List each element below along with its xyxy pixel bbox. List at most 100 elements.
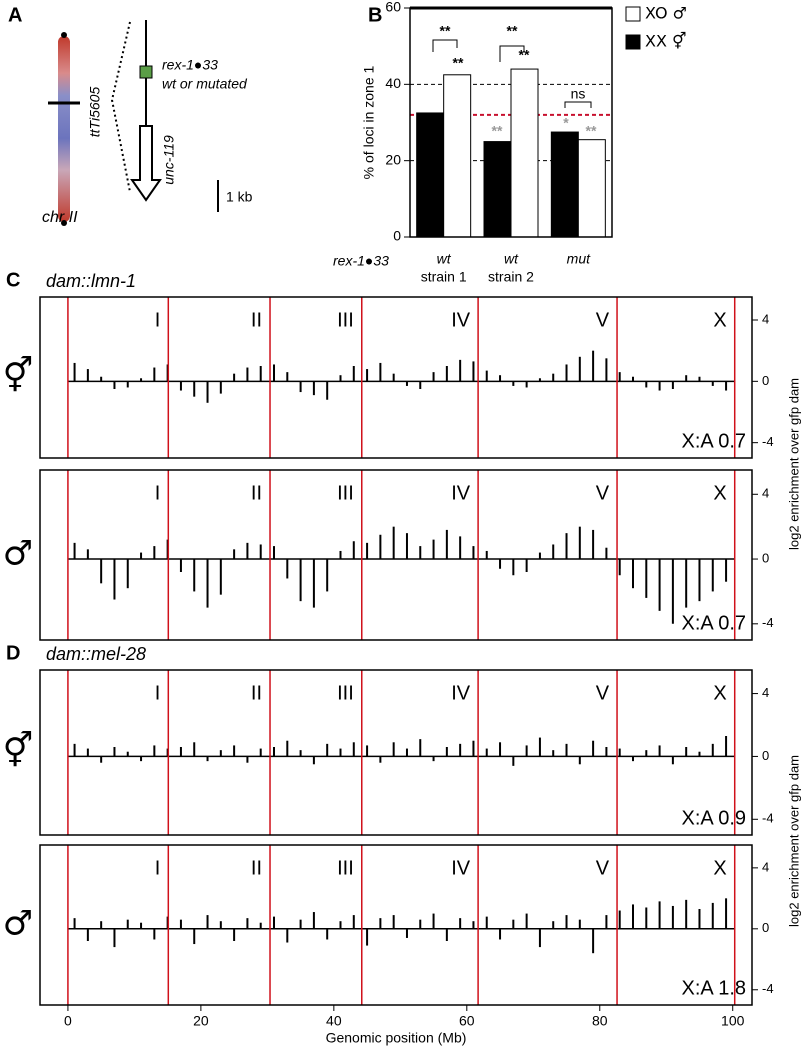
significance: ns	[571, 86, 586, 102]
row-label: rex-1●33	[333, 253, 389, 269]
y-axis-label: log2 enrichment over gfp dam	[786, 755, 801, 927]
bar	[443, 74, 472, 238]
bar	[550, 131, 579, 238]
y-tick-label: 0	[762, 748, 769, 763]
gene-label: unc-119	[161, 135, 177, 185]
significance: **	[492, 123, 503, 139]
y-tick-label: 4	[762, 859, 769, 874]
significance: *	[563, 115, 569, 131]
chromosome-label: V	[596, 857, 610, 879]
telomere	[61, 220, 67, 226]
chromosome-label: IV	[451, 309, 471, 331]
legend-swatch	[625, 34, 641, 50]
chromosome-label: II	[251, 857, 262, 879]
track-frame	[39, 296, 753, 459]
chromosome-label: II	[251, 682, 262, 704]
y-tick-label: 0	[762, 920, 769, 935]
bracket	[564, 101, 592, 108]
chromosome-label: chr II	[42, 209, 78, 226]
bar	[577, 139, 606, 238]
bar	[416, 112, 445, 238]
x-tick-label: 60	[459, 1013, 475, 1029]
bar	[483, 141, 512, 238]
panel-b-annotations: ** ** ** ** ns ** * **	[432, 23, 597, 139]
bar	[510, 68, 539, 238]
chromosome-label: I	[155, 482, 161, 504]
y-tick-label: 60	[385, 0, 401, 15]
significance: **	[586, 123, 597, 139]
y-tick-label: 4	[762, 486, 769, 501]
significance: **	[453, 55, 464, 71]
chromosome-label: V	[596, 482, 610, 504]
panel-label: A	[8, 4, 22, 26]
ratio-note: X:A 0.9	[682, 807, 747, 829]
chromosome-label: III	[337, 682, 354, 704]
chromosome-label: X	[713, 482, 726, 504]
legend-swatch	[625, 6, 641, 22]
zoom-lines	[110, 21, 131, 193]
y-tick-label: 0	[762, 373, 769, 388]
chromosome-label: X	[713, 682, 726, 704]
legend-label: XX ⚥	[645, 32, 686, 51]
x-tick-label: mut	[567, 251, 591, 267]
insertion-label: ttTi5605	[87, 87, 103, 138]
track-frame	[39, 469, 753, 641]
chromosome-label: V	[596, 309, 610, 331]
site-box	[139, 65, 153, 79]
panel-label: C	[6, 269, 20, 291]
chromosome-label: III	[337, 309, 354, 331]
chromosome-label: III	[337, 857, 354, 879]
panel-a: A ttTi5605 chr II rex-1●33 wt or mutated…	[8, 4, 253, 226]
chromosome-label: II	[251, 482, 262, 504]
y-tick-label: 40	[385, 75, 401, 91]
y-axis-label: % of loci in zone 1	[361, 65, 377, 179]
scale-label: 1 kb	[226, 189, 253, 205]
gene-arrow	[130, 125, 162, 202]
significance: **	[519, 47, 530, 63]
x-tick-label: 40	[326, 1013, 342, 1029]
x-tick-label: wt	[504, 251, 519, 267]
chromosome-label: III	[337, 482, 354, 504]
significance: **	[440, 23, 451, 39]
chromosome-label: I	[155, 857, 161, 879]
y-tick-label: -4	[762, 434, 774, 449]
y-tick-label: 0	[393, 228, 401, 244]
legend-label: XO ♂	[645, 4, 687, 23]
panel-label: D	[6, 642, 20, 664]
track-frame	[39, 844, 753, 1006]
chromosome-label: I	[155, 682, 161, 704]
x-tick-sublabel: strain 2	[488, 269, 534, 285]
chromosome-label: X	[713, 857, 726, 879]
track-frame	[39, 669, 753, 836]
site-label: rex-1●33	[162, 57, 218, 73]
x-tick-sublabel: strain 1	[421, 269, 467, 285]
chromosome-label: IV	[451, 682, 471, 704]
chromosome	[58, 36, 70, 222]
y-tick-label: 0	[762, 550, 769, 565]
chromosome-label: IV	[451, 482, 471, 504]
y-tick-label: -4	[762, 615, 774, 630]
y-tick-label: 4	[762, 685, 769, 700]
sex-symbol: ♂	[3, 904, 33, 944]
chromosome-label: II	[251, 309, 262, 331]
significance: **	[507, 23, 518, 39]
y-tick-label: 20	[385, 151, 401, 167]
telomere	[61, 32, 67, 38]
sex-symbol: ⚥	[3, 355, 34, 396]
y-tick-label: -4	[762, 811, 774, 826]
x-tick-label: 20	[193, 1013, 209, 1029]
y-tick-label: 4	[762, 311, 769, 326]
x-tick-label: 100	[721, 1013, 745, 1029]
x-tick-label: wt	[437, 251, 452, 267]
sex-symbol: ♂	[3, 534, 33, 574]
bracket	[499, 45, 525, 62]
ratio-note: X:A 0.7	[682, 612, 747, 634]
x-axis-label: Genomic position (Mb)	[326, 1030, 467, 1046]
x-tick-label: 80	[592, 1013, 608, 1029]
chromosome-label: X	[713, 309, 726, 331]
panel-title: dam::mel-28	[46, 644, 146, 664]
bracket	[432, 39, 458, 52]
chromosome-label: V	[596, 682, 610, 704]
sex-symbol: ⚥	[3, 730, 34, 771]
